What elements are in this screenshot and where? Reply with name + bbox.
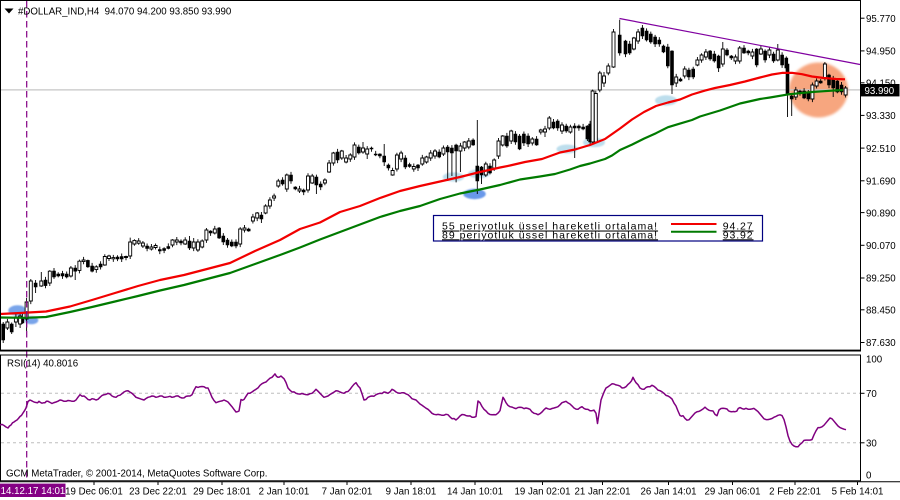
- svg-text:29 Dec 18:01: 29 Dec 18:01: [193, 487, 251, 498]
- svg-text:90.890: 90.890: [866, 208, 896, 219]
- svg-text:9 Jan 18:01: 9 Jan 18:01: [386, 487, 437, 498]
- svg-text:GCM MetaTrader, © 2001-2014, M: GCM MetaTrader, © 2001-2014, MetaQuotes …: [6, 469, 267, 480]
- svg-text:95.770: 95.770: [866, 14, 896, 25]
- svg-text:30: 30: [866, 439, 877, 450]
- svg-text:89.250: 89.250: [866, 274, 896, 285]
- svg-text:89 periyotluk üssel hareketli: 89 periyotluk üssel hareketli ortalama!: [442, 229, 658, 241]
- svg-text:#DOLLAR_IND,H4 94.070 94.200: #DOLLAR_IND,H4 94.070 94.200 93.850 93.9…: [18, 6, 232, 17]
- svg-text:93.990: 93.990: [865, 86, 895, 97]
- svg-text:19 Jan 02:01: 19 Jan 02:01: [514, 487, 570, 498]
- svg-text:5 Feb 14:01: 5 Feb 14:01: [832, 487, 884, 498]
- svg-text:90.070: 90.070: [866, 241, 896, 252]
- svg-text:93.92: 93.92: [723, 229, 754, 241]
- svg-text:0: 0: [866, 471, 872, 482]
- svg-text:88.450: 88.450: [866, 306, 896, 317]
- svg-text:19 Dec 06:01: 19 Dec 06:01: [65, 487, 123, 498]
- svg-text:29 Jan 06:01: 29 Jan 06:01: [704, 487, 760, 498]
- svg-text:100: 100: [866, 355, 883, 366]
- svg-text:93.330: 93.330: [866, 111, 896, 122]
- svg-text:21 Jan 22:01: 21 Jan 22:01: [574, 487, 630, 498]
- svg-text:2 Jan 10:01: 2 Jan 10:01: [259, 487, 310, 498]
- svg-text:70: 70: [866, 389, 877, 400]
- svg-text:26 Jan 14:01: 26 Jan 14:01: [640, 487, 696, 498]
- svg-text:91.690: 91.690: [866, 177, 896, 188]
- svg-text:RSI(14) 40.8016: RSI(14) 40.8016: [7, 359, 78, 370]
- svg-text:14.12.17 14:01: 14.12.17 14:01: [1, 486, 66, 497]
- svg-text:23 Dec 22:01: 23 Dec 22:01: [129, 487, 187, 498]
- svg-text:7 Jan 02:01: 7 Jan 02:01: [322, 487, 373, 498]
- svg-text:94.27: 94.27: [723, 221, 754, 233]
- svg-text:2 Feb 22:01: 2 Feb 22:01: [769, 487, 821, 498]
- svg-text:55 periyotluk üssel hareketli: 55 periyotluk üssel hareketli ortalama!: [442, 221, 658, 233]
- svg-text:87.630: 87.630: [866, 338, 896, 349]
- svg-text:94.950: 94.950: [866, 47, 896, 58]
- svg-text:14 Jan 10:01: 14 Jan 10:01: [447, 487, 503, 498]
- svg-text:92.510: 92.510: [866, 144, 896, 155]
